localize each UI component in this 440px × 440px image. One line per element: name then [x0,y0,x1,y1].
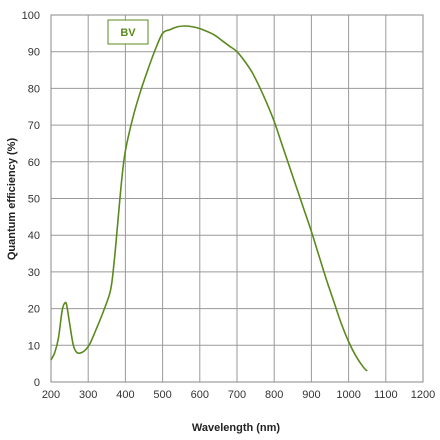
x-tick-label: 500 [153,389,171,401]
legend: BV [107,19,149,45]
series-line-bv [50,25,368,372]
tick-labels: 200 300 400 500 600 700 800 900 1000 1100 1200 0 10 2… [22,10,436,401]
y-tick-label: 60 [28,157,40,169]
series-layer [50,25,368,372]
x-tick-label: 1100 [374,389,398,401]
y-axis-title: Quantum efficiency (%) [6,138,18,261]
x-tick-label: 600 [191,389,209,401]
y-tick-label: 90 [28,47,40,59]
y-tick-label: 70 [28,120,40,132]
y-tick-label: 10 [28,340,40,352]
y-tick-label: 40 [28,230,40,242]
x-tick-label: 1200 [411,389,435,401]
y-tick-label: 20 [28,304,40,316]
grid [50,14,424,383]
y-tick-label: 50 [28,194,40,206]
x-tick-label: 200 [42,389,60,401]
x-tick-label: 800 [265,389,283,401]
y-tick-label: 100 [22,10,40,22]
y-tick-label: 0 [34,377,40,389]
x-tick-label: 900 [302,389,320,401]
x-tick-label: 1000 [336,389,360,401]
x-tick-label: 400 [116,389,134,401]
x-axis-title: Wavelength (nm) [192,422,281,434]
x-tick-label: 300 [79,389,97,401]
x-tick-label: 700 [228,389,246,401]
legend-label: BV [120,27,136,39]
y-tick-label: 30 [28,267,40,279]
plot-border [50,14,424,383]
y-tick-label: 80 [28,83,40,95]
legend-box [107,19,149,45]
